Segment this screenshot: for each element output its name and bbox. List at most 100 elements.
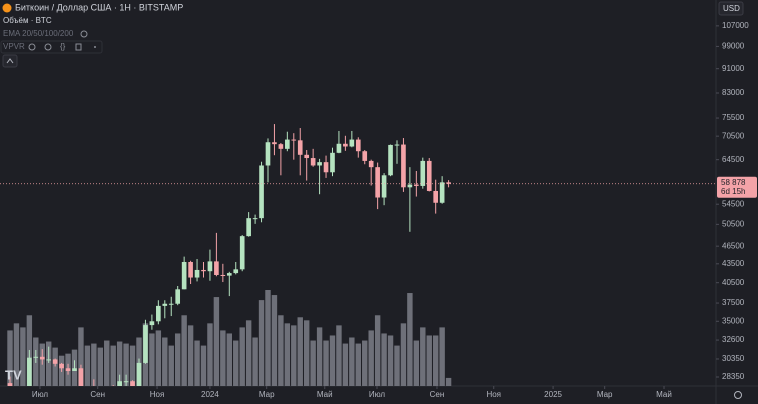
candle-body bbox=[317, 162, 322, 166]
indicator-ema[interactable]: EMA 20/50/100/200 bbox=[3, 29, 74, 38]
y-tick-label: 30350 bbox=[722, 354, 745, 363]
last-price-label: 58 878 bbox=[721, 178, 746, 187]
volume-bar bbox=[271, 295, 278, 386]
candle-body bbox=[297, 140, 303, 155]
candle-body bbox=[156, 305, 161, 322]
x-tick-label: Ноя bbox=[150, 390, 165, 399]
volume-bar bbox=[362, 340, 368, 386]
volume-bar bbox=[413, 340, 420, 386]
volume-bar bbox=[97, 347, 104, 386]
x-tick-label: Июл bbox=[369, 390, 386, 399]
y-tick-label: 75500 bbox=[722, 113, 745, 122]
volume-title: Объём · BTC bbox=[3, 16, 52, 25]
candle-body bbox=[233, 269, 239, 274]
x-tick-label: 2024 bbox=[201, 390, 219, 399]
volume-bar bbox=[291, 325, 297, 386]
volume-bar bbox=[400, 323, 407, 386]
volume-bar bbox=[407, 293, 413, 386]
candle-body bbox=[143, 325, 148, 363]
volume-layer bbox=[7, 290, 452, 386]
volume-bar bbox=[342, 343, 349, 386]
candle-body bbox=[39, 356, 45, 360]
candle-body bbox=[214, 261, 219, 275]
candle-body bbox=[239, 236, 245, 270]
volume-bar bbox=[20, 327, 26, 386]
x-tick-label: Мар bbox=[597, 390, 613, 399]
candle-body bbox=[226, 273, 232, 276]
currency-button[interactable] bbox=[718, 1, 744, 16]
volume-bar bbox=[323, 340, 329, 386]
source-icon[interactable]: {} bbox=[60, 42, 66, 51]
candle-body bbox=[414, 184, 419, 186]
candle-body bbox=[330, 152, 335, 173]
volume-bar bbox=[174, 333, 181, 386]
candle-body bbox=[246, 218, 251, 237]
candle-body bbox=[27, 357, 32, 386]
y-tick-label: 28350 bbox=[722, 372, 745, 381]
chart-title: Биткоин / Доллар США · 1Н · BITSTAMP bbox=[15, 2, 183, 12]
candle-body bbox=[123, 381, 129, 383]
volume-bar bbox=[194, 340, 200, 386]
candle-body bbox=[291, 139, 297, 141]
candle-body bbox=[78, 368, 84, 386]
candle-body bbox=[375, 167, 380, 198]
x-tick-label: Май bbox=[317, 390, 333, 399]
volume-bar bbox=[84, 345, 91, 386]
indicator-vpvr[interactable]: VPVR bbox=[3, 42, 25, 51]
x-tick-label: Мар bbox=[259, 390, 275, 399]
candle-body bbox=[162, 303, 168, 306]
collapse-button[interactable] bbox=[2, 54, 18, 68]
volume-bar bbox=[316, 327, 323, 386]
candle-body bbox=[149, 321, 155, 326]
volume-bar bbox=[258, 300, 265, 386]
volume-bar bbox=[207, 323, 213, 386]
volume-bar bbox=[226, 333, 233, 386]
volume-bar bbox=[187, 325, 194, 386]
collapse-arrow bbox=[6, 58, 14, 64]
candle-body bbox=[265, 142, 271, 166]
candle-body bbox=[130, 381, 135, 386]
volume-bar bbox=[439, 327, 445, 386]
y-tick-label: 99000 bbox=[722, 42, 745, 51]
volume-bar bbox=[355, 343, 361, 386]
btc-icon bbox=[2, 3, 12, 13]
y-tick-label: 32600 bbox=[722, 335, 745, 344]
candle-body bbox=[181, 261, 187, 290]
eye-icon[interactable] bbox=[28, 43, 36, 51]
candle-body bbox=[368, 160, 374, 168]
volume-bar bbox=[239, 327, 245, 386]
candle-body bbox=[136, 362, 142, 386]
volume-bar bbox=[374, 315, 381, 386]
candle-body bbox=[446, 182, 451, 184]
candle-body bbox=[355, 139, 361, 152]
more-icon[interactable] bbox=[94, 46, 96, 48]
candle-body bbox=[439, 182, 445, 203]
x-tick-label: 2025 bbox=[544, 390, 562, 399]
volume-bar bbox=[426, 335, 432, 386]
volume-bar bbox=[394, 345, 400, 386]
y-tick-label: 70500 bbox=[722, 131, 745, 140]
volume-bar bbox=[349, 337, 355, 386]
candle-body bbox=[362, 151, 368, 161]
candle-body bbox=[59, 363, 64, 369]
tv-logo[interactable]: TV bbox=[5, 367, 22, 382]
volume-bar bbox=[284, 323, 291, 386]
currency[interactable]: USD bbox=[723, 4, 740, 13]
volume-bar bbox=[7, 330, 13, 386]
settings-gear[interactable] bbox=[734, 391, 742, 399]
volume-bar bbox=[213, 297, 220, 386]
eye-icon[interactable] bbox=[80, 30, 88, 38]
delete-icon[interactable] bbox=[75, 43, 82, 51]
candle-body bbox=[33, 356, 39, 358]
settings-icon[interactable] bbox=[44, 43, 52, 51]
x-tick-label: Сен bbox=[430, 390, 445, 399]
candle-body bbox=[278, 144, 284, 149]
volume-bar bbox=[381, 333, 387, 386]
candle-body bbox=[285, 139, 290, 149]
volume-bar bbox=[278, 315, 284, 386]
volume-bar bbox=[78, 327, 84, 386]
volume-bar bbox=[387, 335, 394, 386]
candle-body bbox=[420, 160, 426, 186]
candle-body bbox=[394, 144, 400, 146]
